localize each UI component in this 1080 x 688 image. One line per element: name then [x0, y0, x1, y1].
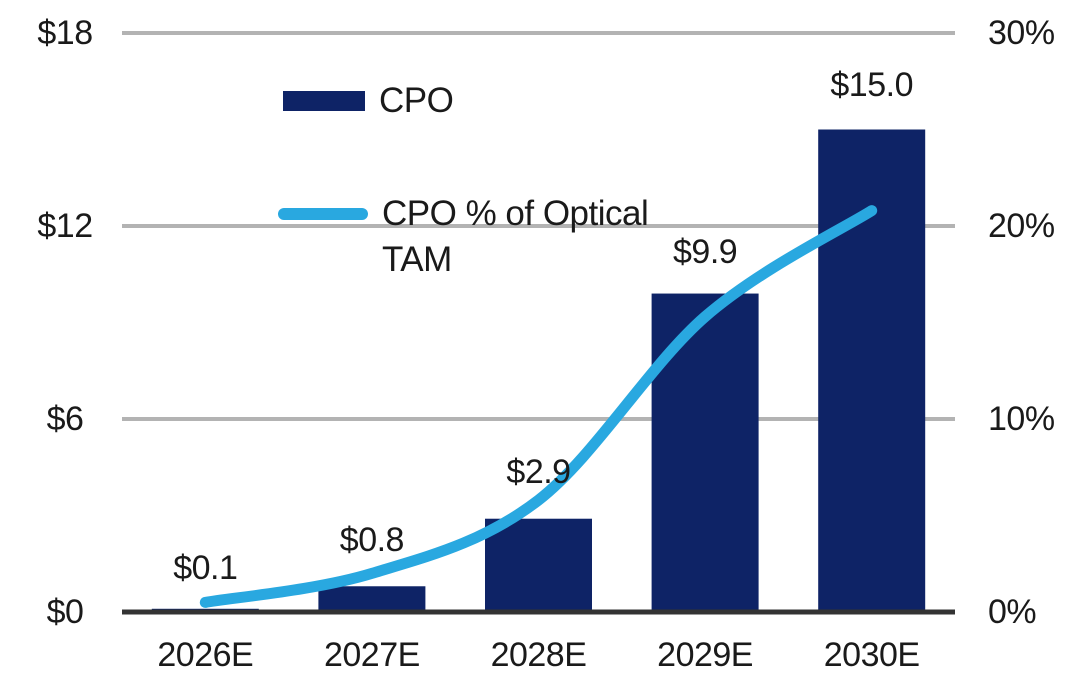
x-tick-2029e: 2029E	[657, 636, 753, 674]
y-right-tick-30: 30%	[988, 14, 1055, 52]
bar-2030E	[818, 129, 926, 612]
bar-value-label-2030e: $15.0	[830, 66, 913, 104]
legend-line-swatch	[278, 208, 368, 220]
x-tick-2028e: 2028E	[490, 636, 587, 674]
y-right-tick-20: 20%	[988, 207, 1055, 245]
y-left-tick-6: $6	[46, 400, 84, 438]
y-right-tick-10: 10%	[988, 400, 1055, 438]
bar-value-label-2029e: $9.9	[673, 233, 738, 271]
y-left-tick-12: $12	[37, 207, 93, 245]
x-tick-2026e: 2026E	[157, 636, 254, 674]
legend-cpo-bar-swatch	[283, 91, 365, 111]
y-left-tick-0: $0	[46, 593, 84, 631]
bar-value-label-2026e: $0.1	[173, 549, 238, 587]
cpo-percent-of-tam-line	[199, 205, 878, 608]
bar-value-label-2028e: $2.9	[506, 453, 571, 491]
bar-2029E	[651, 293, 759, 612]
legend-line-label: CPO % of Optical TAM	[382, 194, 649, 279]
x-tick-2030e: 2030E	[823, 636, 920, 674]
y-right-tick-0: 0%	[988, 593, 1037, 631]
bar-2028E	[485, 518, 592, 612]
x-tick-2027e: 2027E	[323, 636, 420, 674]
bar-2027E	[318, 586, 426, 612]
bar-value-label-2027e: $0.8	[339, 521, 405, 559]
y-left-tick-18: $18	[37, 14, 93, 52]
legend-item-cpo-percent: CPO % of Optical TAM	[278, 191, 682, 283]
legend-cpo-label: CPO	[379, 81, 454, 120]
legend-item-cpo: CPO	[283, 78, 454, 124]
